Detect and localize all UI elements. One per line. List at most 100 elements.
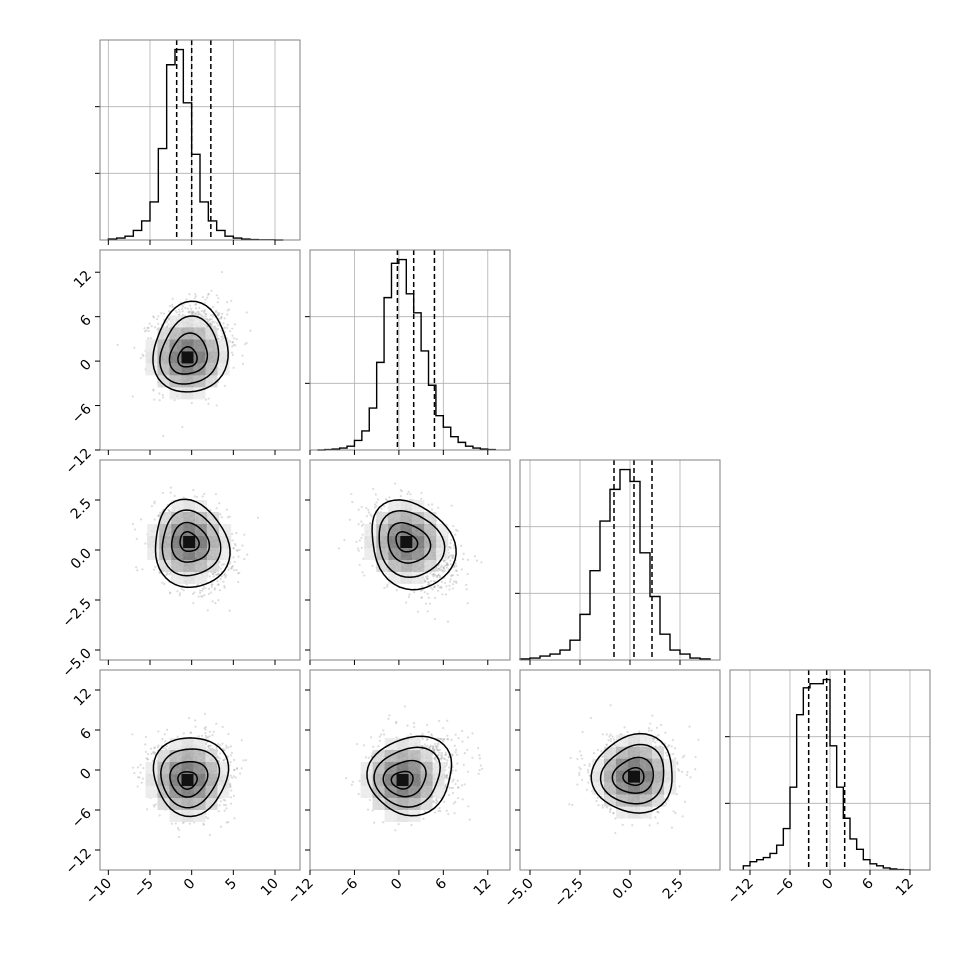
- data-point: [147, 329, 150, 332]
- data-point: [233, 569, 236, 572]
- data-point: [462, 552, 465, 555]
- data-point: [373, 506, 377, 509]
- data-point: [221, 334, 224, 338]
- data-point: [188, 293, 191, 296]
- data-point: [450, 504, 453, 507]
- data-point: [209, 324, 212, 327]
- density-cell: [195, 560, 208, 572]
- data-point: [195, 312, 198, 315]
- data-point: [452, 580, 456, 583]
- data-point: [437, 567, 441, 570]
- data-point: [201, 595, 204, 598]
- data-point: [196, 310, 199, 313]
- data-point: [157, 514, 160, 517]
- density-cell: [181, 375, 194, 388]
- panel-body: [337, 482, 483, 623]
- data-point: [206, 293, 210, 296]
- data-point: [442, 567, 445, 570]
- data-point: [223, 809, 226, 812]
- data-point: [244, 343, 247, 346]
- data-point: [201, 295, 204, 299]
- density-cell: [400, 524, 413, 536]
- data-point: [169, 491, 172, 494]
- data-point: [449, 541, 452, 545]
- data-point: [214, 601, 217, 605]
- data-point: [383, 586, 386, 589]
- data-point: [208, 747, 211, 750]
- histogram-step: [317, 258, 496, 451]
- data-point: [438, 568, 442, 572]
- histogram-panel-1: [305, 249, 511, 451]
- data-point: [229, 786, 232, 789]
- data-point: [203, 593, 206, 597]
- density-cell: [400, 572, 413, 584]
- data-point: [358, 563, 361, 566]
- data-point: [227, 821, 230, 824]
- panel-frame: [309, 249, 511, 451]
- data-point: [405, 601, 408, 604]
- data-point: [445, 585, 448, 588]
- data-point: [233, 323, 236, 326]
- data-point: [137, 776, 140, 779]
- data-point: [431, 588, 434, 591]
- data-point: [456, 529, 459, 533]
- data-point: [444, 593, 448, 596]
- data-point: [223, 317, 226, 320]
- data-point: [171, 305, 174, 309]
- data-point: [473, 555, 477, 558]
- data-point: [408, 593, 411, 596]
- density-cell: [159, 548, 172, 560]
- data-point: [178, 594, 181, 597]
- data-point: [436, 574, 439, 578]
- data-point: [431, 503, 434, 506]
- data-point: [185, 298, 188, 301]
- data-point: [452, 564, 456, 568]
- data-point: [407, 490, 410, 493]
- data-point: [357, 508, 360, 511]
- density-cell: [159, 560, 172, 572]
- data-point: [452, 544, 456, 547]
- data-point: [229, 760, 232, 764]
- data-point: [208, 730, 211, 733]
- data-point: [374, 493, 377, 496]
- data-point: [168, 304, 172, 308]
- density-cell: [388, 500, 401, 512]
- density-cell: [169, 363, 182, 376]
- data-point: [174, 309, 177, 312]
- data-point: [229, 754, 232, 757]
- histogram-panel-2: [515, 459, 721, 661]
- histogram-step: [742, 678, 911, 871]
- data-point: [227, 568, 230, 571]
- data-point: [223, 326, 227, 329]
- panel-frame: [99, 249, 301, 451]
- density-cell: [436, 548, 449, 560]
- density-cell: [171, 560, 184, 572]
- data-point: [223, 384, 226, 388]
- data-point: [162, 434, 165, 438]
- data-point: [443, 569, 446, 572]
- data-point: [203, 301, 206, 305]
- data-point: [368, 522, 372, 525]
- contour-line: [179, 531, 200, 553]
- data-point: [420, 596, 423, 599]
- contour-line: [170, 521, 211, 563]
- data-point: [182, 589, 185, 592]
- data-point: [348, 518, 352, 521]
- data-point: [383, 505, 386, 508]
- data-point: [451, 583, 455, 586]
- data-point: [358, 539, 361, 542]
- data-point: [416, 610, 420, 613]
- contour-line: [159, 315, 220, 385]
- data-point: [362, 523, 365, 526]
- data-point: [225, 821, 228, 824]
- data-point: [187, 311, 190, 314]
- data-point: [441, 569, 444, 572]
- data-point: [440, 580, 444, 583]
- data-point: [204, 587, 207, 590]
- density-cell: [424, 524, 437, 536]
- data-point: [215, 507, 218, 510]
- data-point: [455, 581, 458, 584]
- data-point: [436, 584, 439, 587]
- data-point: [194, 292, 197, 296]
- data-point: [237, 572, 240, 575]
